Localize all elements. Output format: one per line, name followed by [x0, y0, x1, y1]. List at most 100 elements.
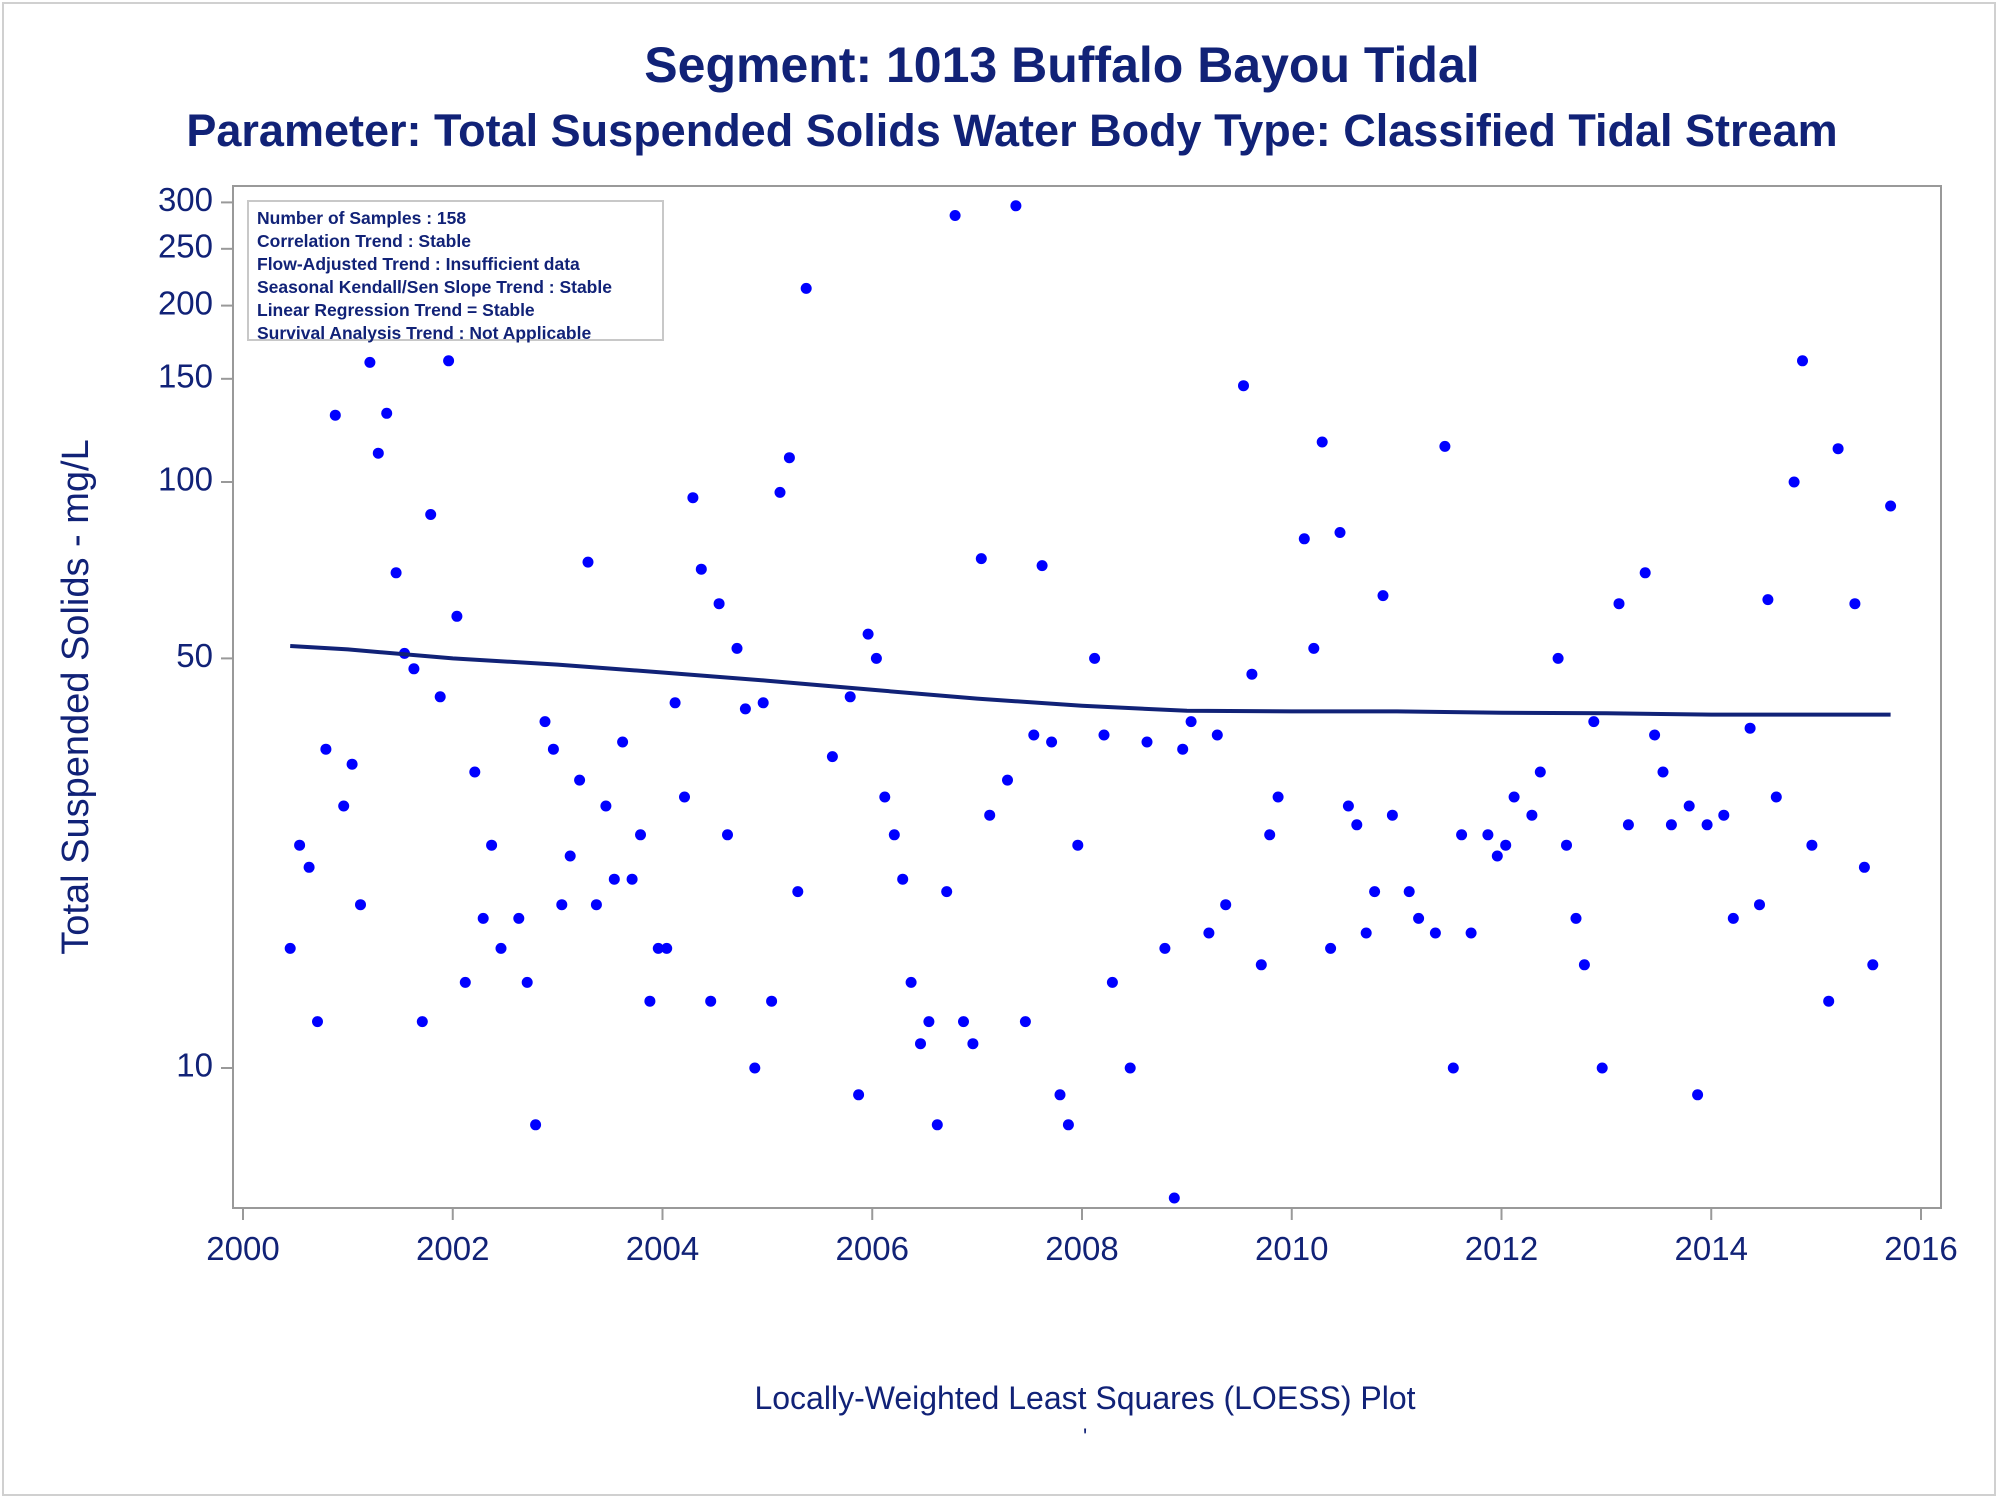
data-point — [547, 743, 559, 755]
data-point — [1264, 829, 1276, 841]
data-point — [1308, 642, 1320, 654]
data-point — [1403, 886, 1415, 898]
data-point — [1386, 809, 1398, 821]
data-point — [1010, 200, 1022, 212]
data-point — [1665, 819, 1677, 831]
data-point — [1413, 912, 1425, 924]
trend-stats-box: Number of Samples : 158 Correlation Tren… — [247, 200, 664, 343]
data-point — [1334, 527, 1346, 538]
data-point — [722, 829, 733, 841]
data-point — [521, 976, 533, 988]
stat-line-seasonal-kendall: Seasonal Kendall/Sen Slope Trend : Stabl… — [257, 277, 612, 297]
data-point — [284, 942, 296, 954]
data-point — [941, 886, 953, 898]
data-point — [477, 912, 489, 924]
data-point — [1298, 533, 1310, 545]
data-point — [1762, 594, 1774, 606]
data-point — [425, 509, 437, 520]
y-tick-label: 150 — [158, 358, 213, 395]
data-point — [713, 598, 725, 610]
data-point — [372, 447, 384, 459]
data-point — [792, 886, 804, 898]
data-point — [1002, 774, 1013, 786]
data-point — [949, 210, 961, 221]
data-point — [1465, 927, 1477, 939]
chart-subtitle: Parameter: Total Suspended Solids Water … — [186, 105, 1838, 156]
data-point — [1185, 716, 1197, 728]
data-point — [1534, 766, 1546, 778]
data-point — [1849, 598, 1861, 610]
data-point — [652, 942, 664, 954]
data-point — [1019, 1016, 1031, 1028]
data-point — [1718, 809, 1730, 821]
data-points — [284, 200, 1897, 1204]
data-point — [1203, 927, 1215, 939]
stat-line-linear-regression: Linear Regression Trend = Stable — [257, 300, 535, 320]
data-point — [530, 1119, 542, 1131]
footnote-mark: ' — [1083, 1424, 1088, 1449]
data-point — [661, 942, 673, 954]
data-point — [1885, 500, 1897, 512]
data-point — [390, 567, 402, 579]
data-point — [1439, 440, 1451, 452]
data-point — [931, 1119, 943, 1131]
data-point — [1858, 861, 1870, 873]
data-point — [1526, 809, 1538, 821]
data-point — [1141, 736, 1153, 748]
x-tick-label: 2004 — [626, 1230, 699, 1267]
data-point — [695, 563, 707, 575]
data-point — [644, 995, 656, 1007]
data-point — [469, 766, 481, 778]
data-point — [1106, 976, 1118, 988]
stat-line-survival: Survival Analysis Trend : Not Applicable — [257, 323, 592, 343]
data-point — [1649, 729, 1661, 741]
data-point — [1508, 791, 1520, 803]
data-point — [958, 1016, 969, 1028]
data-point — [853, 1089, 865, 1101]
data-point — [320, 743, 332, 755]
plot-area-border — [232, 185, 1942, 1209]
data-point — [888, 829, 900, 841]
data-point — [1447, 1062, 1459, 1074]
data-point — [679, 791, 690, 803]
stat-line-samples: Number of Samples : 158 — [257, 208, 467, 228]
data-point — [774, 486, 786, 498]
data-point — [451, 610, 463, 622]
data-point — [1028, 729, 1040, 741]
data-point — [434, 691, 446, 703]
chart-title: Segment: 1013 Buffalo Bayou Tidal — [644, 37, 1480, 93]
data-point — [1701, 819, 1713, 831]
data-point — [338, 800, 350, 812]
x-tick-label: 2000 — [206, 1230, 279, 1267]
data-point — [539, 716, 551, 728]
data-point — [1124, 1062, 1136, 1074]
data-point — [975, 553, 987, 565]
data-point — [1561, 839, 1572, 851]
data-point — [1500, 839, 1512, 851]
data-point — [355, 899, 366, 911]
data-point — [1246, 668, 1258, 680]
y-axis-label: Total Suspended Solids - mg/L — [55, 439, 97, 954]
data-point — [862, 628, 874, 640]
data-point — [635, 829, 646, 841]
data-point — [915, 1038, 926, 1050]
data-point — [1351, 819, 1363, 831]
data-point — [1036, 560, 1048, 572]
data-point — [1255, 959, 1267, 971]
data-point — [749, 1062, 761, 1074]
data-point — [1770, 791, 1782, 803]
data-point — [1046, 736, 1058, 748]
stat-line-flow-adjusted: Flow-Adjusted Trend : Insufficient data — [257, 254, 580, 274]
data-point — [303, 861, 315, 873]
data-point — [312, 1016, 323, 1028]
data-point — [687, 492, 699, 504]
data-point — [329, 409, 341, 421]
data-point — [381, 407, 393, 419]
data-point — [600, 800, 612, 812]
data-point — [459, 976, 471, 988]
data-point — [1342, 800, 1354, 812]
data-point — [1788, 476, 1800, 488]
data-point — [1272, 791, 1284, 803]
y-axis: 10 50 100 150 200 250 300 — [158, 181, 233, 1084]
